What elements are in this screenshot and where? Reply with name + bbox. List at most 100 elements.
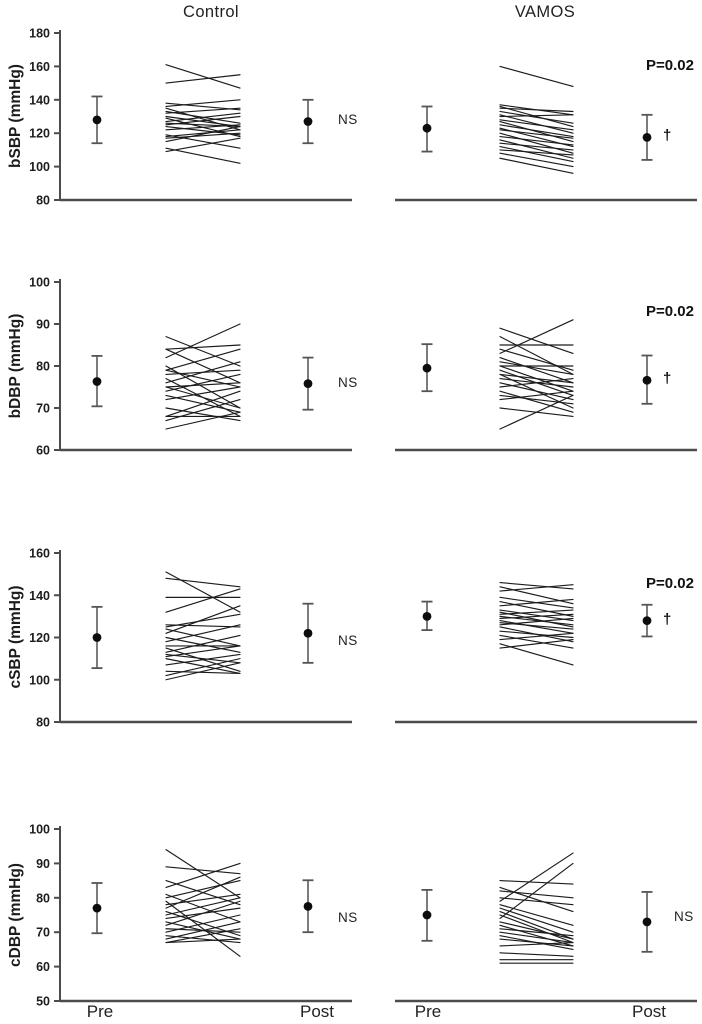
csbp-vamos-subject-line	[499, 634, 574, 649]
cdbp-control-subject-line	[165, 921, 241, 940]
column-title-vamos: VAMOS	[514, 3, 576, 21]
y-axis-label-cdbp: cDBP (mmHg)	[7, 863, 24, 967]
bdbp-vamos-subject-line	[499, 361, 574, 375]
csbp-vamos-subject-line	[499, 617, 574, 626]
csbp-control-tick-label: 160	[29, 547, 50, 561]
bsbp-control-tick-label: 120	[29, 127, 50, 141]
bsbp-vamos-subject-line	[499, 119, 574, 131]
bdbp-vamos-subject-line	[499, 390, 574, 413]
bdbp-vamos-subject-line	[499, 348, 574, 371]
cdbp-vamos-subject-line	[499, 862, 574, 920]
csbp-control-subject-line	[165, 670, 241, 674]
bsbp-control-subject-line	[165, 74, 241, 84]
csbp-vamos-subject-line	[499, 601, 574, 617]
cdbp-control-subject-line	[165, 862, 241, 889]
bsbp-vamos-subject-line	[499, 135, 574, 146]
csbp-control-subject-line	[165, 634, 241, 653]
csbp-control-subject-line	[165, 628, 241, 647]
cdbp-vamos-subject-line	[499, 914, 574, 944]
bdbp-control-subject-line	[165, 386, 241, 409]
csbp-control-tick-label: 100	[29, 673, 50, 687]
csbp-vamos-subject-line	[499, 586, 574, 605]
cdbp-vamos-subject-line	[499, 890, 574, 899]
csbp-control-subject-line	[165, 571, 241, 613]
bsbp-vamos-subject-line	[499, 139, 574, 159]
cdbp-control-tick-label: 70	[36, 926, 50, 940]
cdbp-control-tick-label: 90	[36, 857, 50, 871]
bdbp-vamos-subject-line	[499, 390, 574, 401]
cdbp-vamos-subject-line	[499, 921, 574, 940]
bsbp-control-subject-line	[165, 147, 241, 164]
p-value-csbp-vamos: P=0.02	[646, 575, 694, 592]
bsbp-control-tick-label: 160	[29, 60, 50, 74]
bdbp-control-subject-line	[165, 386, 241, 401]
bsbp-vamos-subject-line	[499, 114, 574, 118]
bsbp-control-subject-line	[165, 107, 241, 114]
bsbp-control-pre-mean-point	[92, 115, 102, 125]
csbp-control-pre-mean-point	[92, 633, 102, 642]
bsbp-vamos-subject-line	[499, 152, 574, 168]
bsbp-control-subject-line	[165, 115, 241, 128]
p-value-bsbp-vamos: P=0.02	[646, 57, 694, 74]
csbp-control-subject-line	[165, 588, 241, 613]
y-axis-label-bdbp: bDBP (mmHg)	[7, 313, 24, 419]
bdbp-vamos-subject-line	[499, 378, 574, 388]
bsbp-control-subject-line	[165, 125, 241, 143]
bsbp-control-subject-line	[165, 99, 241, 108]
cdbp-control-post-mean-point	[303, 902, 313, 911]
cdbp-control-subject-line	[165, 876, 241, 909]
bdbp-vamos-subject-line	[499, 336, 574, 375]
csbp-control-subject-line	[165, 662, 241, 681]
bdbp-vamos-subject-line	[499, 357, 574, 384]
dagger-bdbp-vamos: †	[663, 370, 672, 387]
csbp-control-subject-line	[165, 645, 241, 658]
bdbp-control-subject-line	[165, 407, 241, 422]
csbp-control-subject-line	[165, 658, 241, 674]
bdbp-vamos-pre-mean-point	[422, 363, 432, 373]
csbp-vamos-subject-line	[499, 609, 574, 622]
cdbp-vamos-subject-line	[499, 880, 574, 885]
bsbp-vamos-subject-line	[499, 132, 574, 154]
csbp-vamos-subject-line	[499, 630, 574, 639]
ns-label-cdbp-vamos: NS	[674, 909, 694, 924]
cdbp-vamos-post-mean-point	[642, 917, 652, 927]
dagger-csbp-vamos: †	[663, 611, 672, 628]
bdbp-control-subject-line	[165, 369, 241, 388]
bdbp-control-tick-label: 90	[36, 318, 50, 332]
csbp-vamos-subject-line	[499, 598, 574, 607]
ns-label-bsbp-control: NS	[338, 112, 358, 127]
csbp-control-subject-line	[165, 624, 241, 643]
cdbp-vamos-subject-line	[499, 904, 574, 926]
cdbp-vamos-subject-line	[499, 928, 574, 937]
cdbp-vamos-subject-line	[499, 907, 574, 933]
bsbp-vamos-subject-line	[499, 120, 574, 143]
cdbp-vamos-pre-mean-point	[422, 910, 432, 920]
cdbp-control-subject-line	[165, 928, 241, 944]
cdbp-vamos-subject-line	[499, 952, 574, 957]
bdbp-control-subject-line	[165, 399, 241, 422]
csbp-vamos-subject-line	[499, 620, 574, 634]
cdbp-control-subject-line	[165, 866, 241, 875]
cdbp-control-pre-mean-point	[92, 903, 102, 913]
cdbp-vamos-subject-line	[499, 897, 574, 906]
cdbp-control-tick-label: 60	[36, 960, 50, 974]
bdbp-control-subject-line	[165, 348, 241, 371]
x-label-post-control: Post	[299, 1002, 335, 1021]
cdbp-control-subject-line	[165, 897, 241, 916]
csbp-control-subject-line	[165, 577, 241, 588]
x-label-pre-control: Pre	[86, 1002, 114, 1021]
bdbp-vamos-post-mean-point	[642, 375, 652, 385]
csbp-control-tick-label: 140	[29, 589, 50, 603]
cdbp-control-subject-line	[165, 849, 241, 899]
column-title-control: Control	[183, 3, 239, 21]
cdbp-vamos-subject-line	[499, 938, 574, 947]
bdbp-control-tick-label: 60	[36, 444, 50, 458]
p-value-bdbp-vamos: P=0.02	[646, 303, 694, 320]
csbp-vamos-subject-line	[499, 632, 574, 641]
bsbp-vamos-subject-line	[499, 110, 574, 124]
bsbp-control-subject-line	[165, 107, 241, 131]
ns-label-csbp-control: NS	[338, 633, 358, 648]
bdbp-control-tick-label: 70	[36, 402, 50, 416]
bsbp-control-tick-label: 140	[29, 93, 50, 107]
